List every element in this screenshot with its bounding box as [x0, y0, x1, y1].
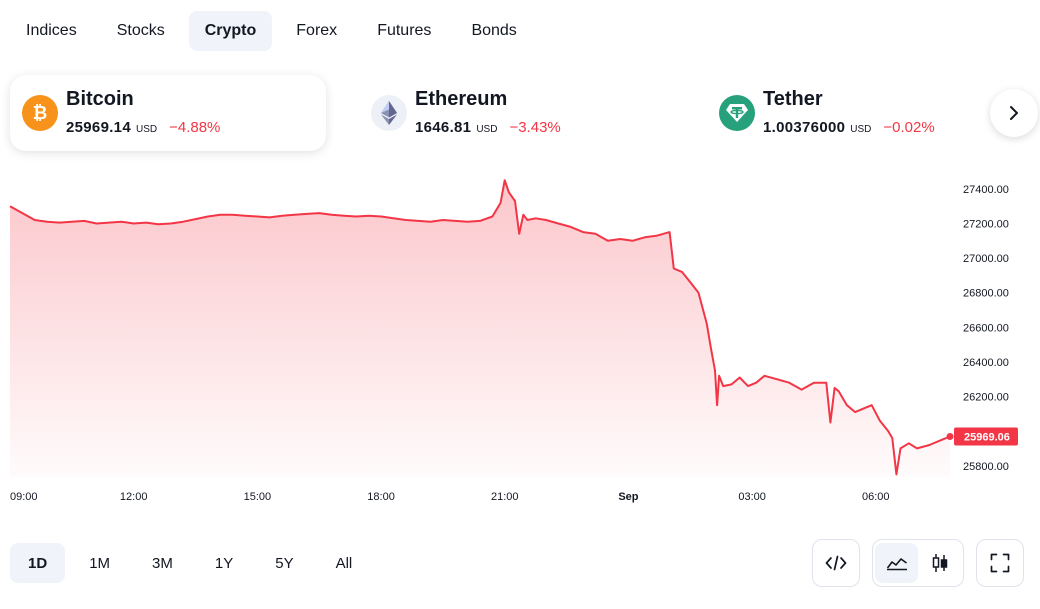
tab-indices[interactable]: Indices: [26, 22, 77, 39]
x-tick-label: 09:00: [10, 491, 38, 503]
last-price-dot: [946, 433, 954, 441]
range-5y[interactable]: 5Y: [275, 554, 294, 572]
fullscreen-button[interactable]: [976, 539, 1024, 587]
y-axis: 27400.00 27200.00 27000.00 26800.00 26600.00…: [963, 184, 1009, 473]
x-tick-label: Sep: [618, 491, 638, 503]
svg-text:₿: ₿: [33, 103, 48, 124]
x-tick-label: 21:00: [491, 491, 519, 503]
tab-forex[interactable]: Forex: [296, 22, 338, 39]
asset-currency: USD: [850, 124, 872, 135]
range-all[interactable]: All: [335, 554, 353, 572]
price-chart[interactable]: 27400.00 27200.00 27000.00 26800.00 26600.00…: [0, 175, 1040, 515]
candlestick-chart-button[interactable]: [918, 543, 961, 583]
candlestick-icon: [932, 554, 947, 572]
y-tick-label: 27000.00: [963, 253, 1009, 265]
y-tick-label: 27400.00: [963, 184, 1009, 196]
last-price-text: 25969.06: [964, 431, 1010, 443]
area-chart-button[interactable]: [875, 543, 918, 583]
y-tick-label: 25800.00: [963, 461, 1009, 473]
x-tick-label: 12:00: [120, 491, 148, 503]
x-tick-label: 18:00: [367, 491, 395, 503]
asset-change: −3.43%: [509, 119, 561, 136]
chart-type-toggle: [872, 539, 964, 587]
asset-currency: USD: [476, 124, 498, 135]
tether-icon: [719, 95, 755, 131]
chevron-right-icon: [1010, 106, 1018, 120]
asset-card-ethereum[interactable]: Ethereum 1646.81 USD −3.43%: [359, 75, 675, 151]
asset-currency: USD: [135, 124, 158, 135]
asset-card-bitcoin[interactable]: ₿ Bitcoin 25969.14 USD −4.88%: [10, 75, 326, 151]
asset-name: Bitcoin: [66, 88, 134, 110]
price-area: [10, 180, 950, 477]
range-3m[interactable]: 3M: [152, 554, 173, 572]
asset-change: −4.88%: [169, 119, 221, 136]
y-tick-label: 26400.00: [963, 357, 1009, 369]
fullscreen-icon: [990, 553, 1010, 573]
bitcoin-icon: ₿: [22, 95, 58, 131]
area-chart-icon: [886, 558, 907, 571]
asset-price: 1646.81: [415, 119, 472, 136]
last-price-label: 25969.06: [954, 427, 1018, 446]
ethereum-icon: [371, 95, 407, 131]
y-tick-label: 26200.00: [963, 392, 1009, 404]
asset-price: 1.00376000: [763, 119, 846, 136]
asset-card-tether[interactable]: Tether 1.00376000 USD −0.02%: [707, 75, 1023, 151]
asset-name: Tether: [763, 88, 823, 110]
asset-price: 25969.14: [66, 119, 131, 136]
x-axis: 09:00 12:00 15:00 18:00 21:00 Sep 03:00 06:00: [10, 491, 890, 503]
range-1m[interactable]: 1M: [89, 554, 111, 572]
embed-code-button[interactable]: [812, 539, 860, 587]
market-tabs: Indices Stocks Crypto Forex Futures Bonds: [10, 11, 533, 51]
x-tick-label: 15:00: [244, 491, 272, 503]
y-tick-label: 26800.00: [963, 288, 1009, 300]
asset-change: −0.02%: [883, 119, 935, 136]
range-1d[interactable]: 1D: [10, 543, 66, 583]
tab-crypto[interactable]: Crypto: [188, 11, 273, 51]
tab-stocks[interactable]: Stocks: [116, 22, 165, 39]
y-tick-label: 27200.00: [963, 218, 1009, 230]
next-assets-button[interactable]: [990, 89, 1038, 137]
tab-futures[interactable]: Futures: [377, 22, 432, 39]
range-selector: 1D 1M 3M 1Y 5Y All: [10, 543, 370, 583]
asset-name: Ethereum: [415, 88, 508, 110]
y-tick-label: 26600.00: [963, 322, 1009, 334]
code-icon: [825, 555, 847, 571]
tab-bonds[interactable]: Bonds: [471, 22, 517, 39]
range-1y[interactable]: 1Y: [214, 554, 234, 572]
price-line: [9, 179, 951, 476]
x-tick-label: 03:00: [738, 491, 766, 503]
x-tick-label: 06:00: [862, 491, 890, 503]
